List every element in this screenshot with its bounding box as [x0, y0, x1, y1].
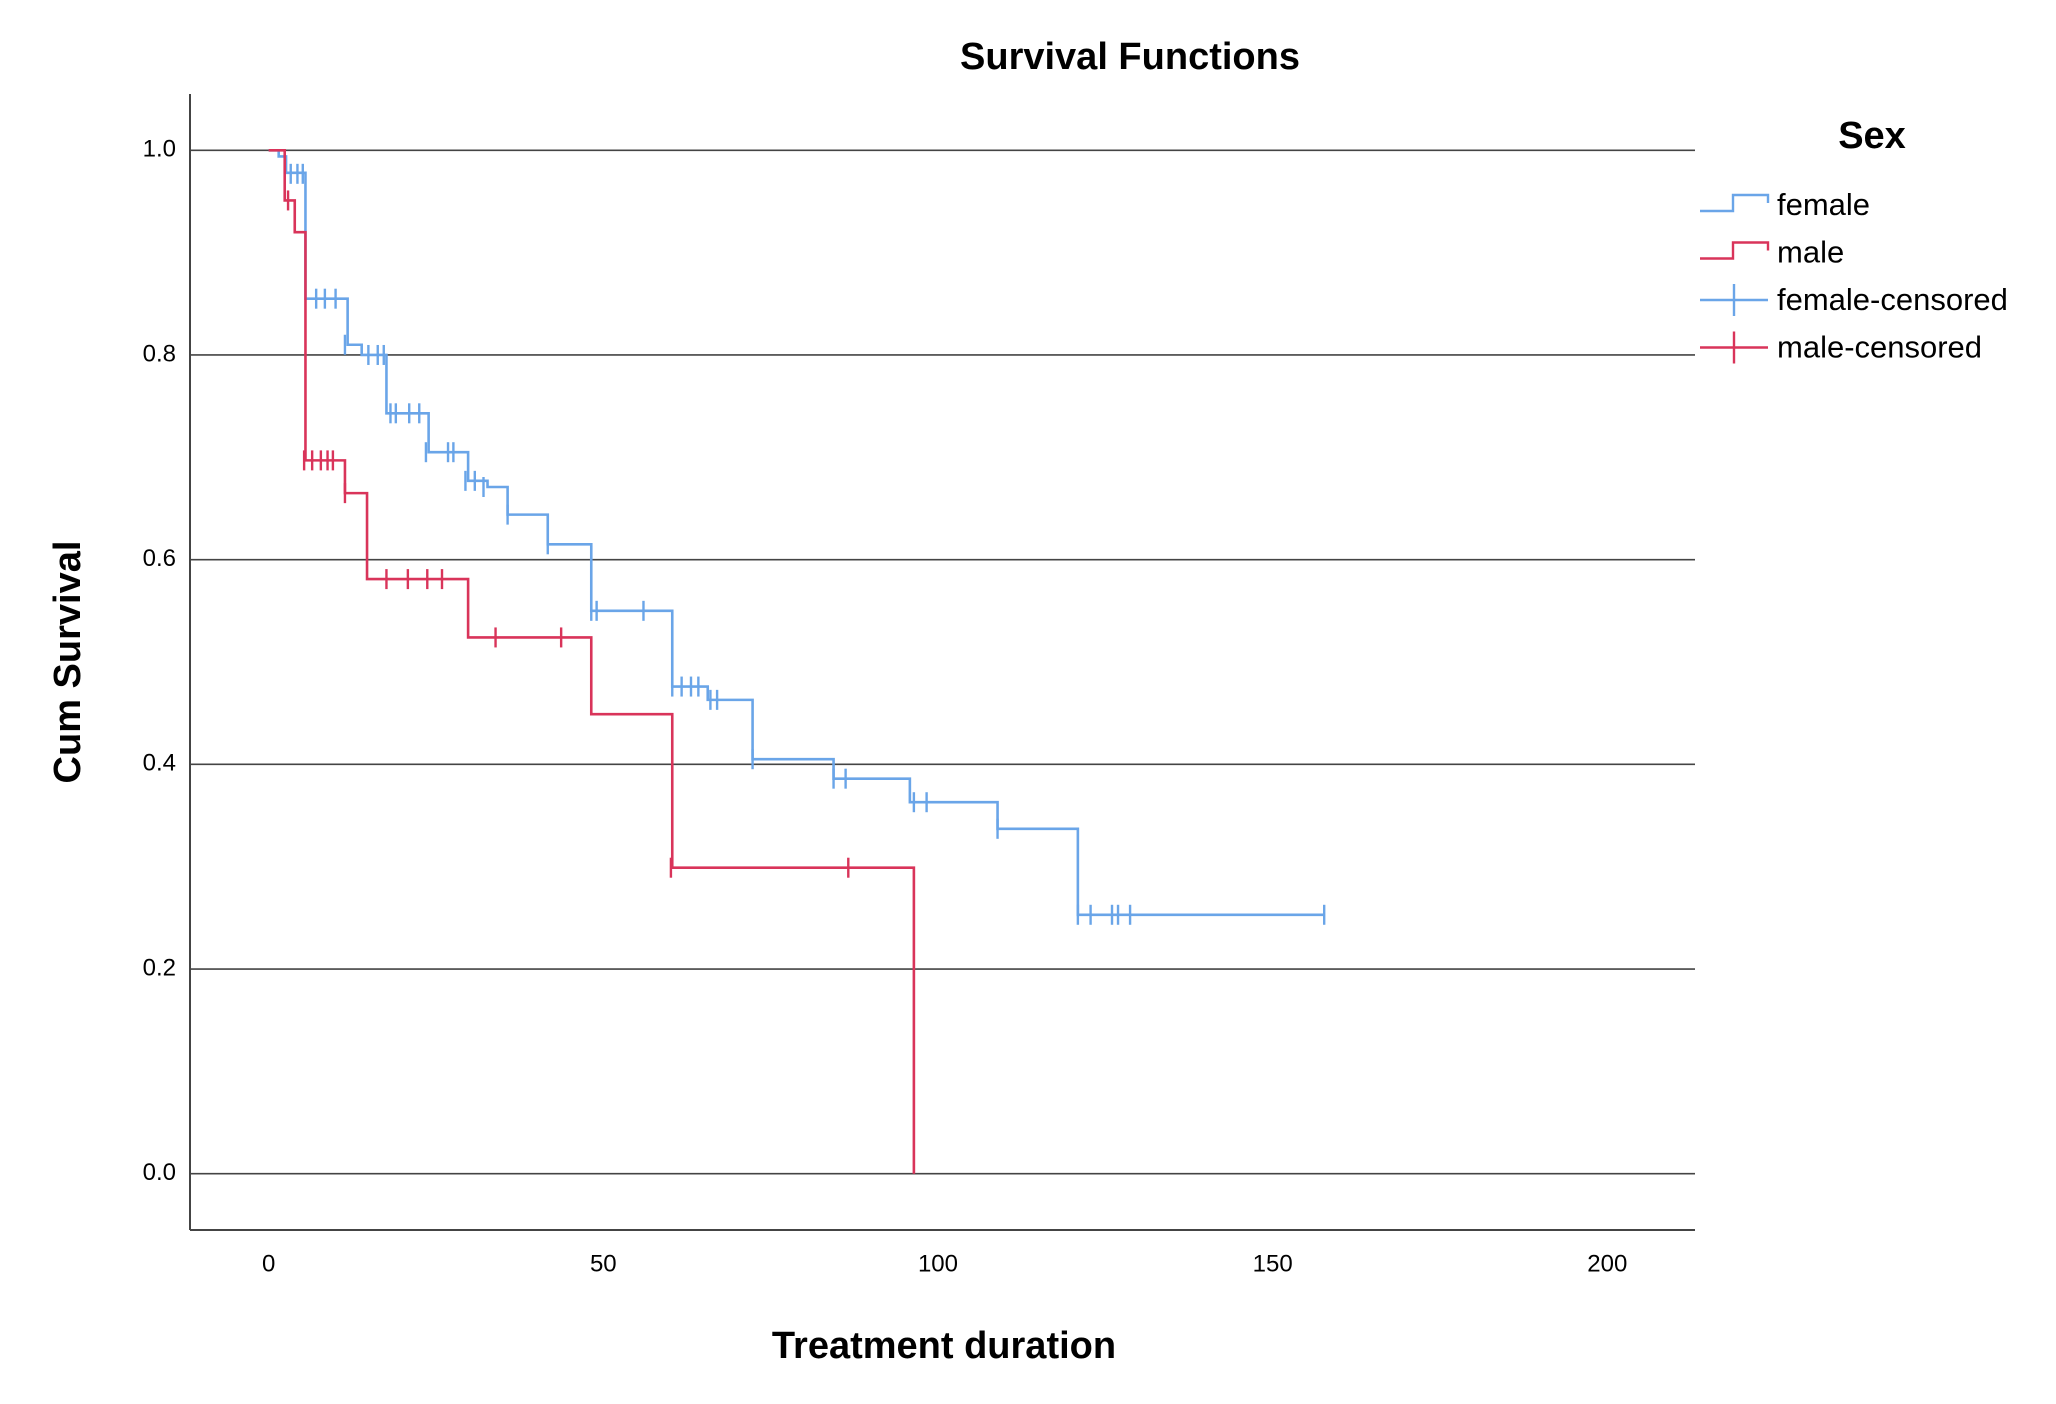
x-tick-label: 150 — [1253, 1250, 1293, 1277]
y-axis-title: Cum Survival — [47, 541, 89, 784]
y-tick-label: 0.6 — [143, 545, 176, 572]
legend-label: female-censored — [1777, 282, 2008, 317]
x-axis-title: Treatment duration — [772, 1325, 1116, 1367]
y-tick-label: 0.8 — [143, 340, 176, 367]
survival-line — [268, 148, 916, 1174]
chart-title: Survival Functions — [960, 36, 1300, 78]
x-tick-label: 100 — [918, 1250, 958, 1277]
y-tick-label: 0.4 — [143, 750, 176, 777]
y-tick-label: 1.0 — [143, 136, 176, 163]
legend-label: female — [1777, 187, 1870, 222]
survival-line — [268, 148, 1325, 917]
legend-label: male — [1777, 235, 1844, 270]
x-tick-label: 0 — [262, 1250, 275, 1277]
legend-symbol — [1700, 241, 1770, 260]
legend-symbol — [1700, 193, 1770, 213]
legend-title: Sex — [1838, 115, 1906, 157]
y-tick-label: 0.2 — [143, 954, 176, 981]
legend-label: male-censored — [1777, 330, 1982, 365]
y-tick-label: 0.0 — [143, 1159, 176, 1186]
x-tick-label: 200 — [1587, 1250, 1627, 1277]
x-tick-label: 50 — [590, 1250, 617, 1277]
